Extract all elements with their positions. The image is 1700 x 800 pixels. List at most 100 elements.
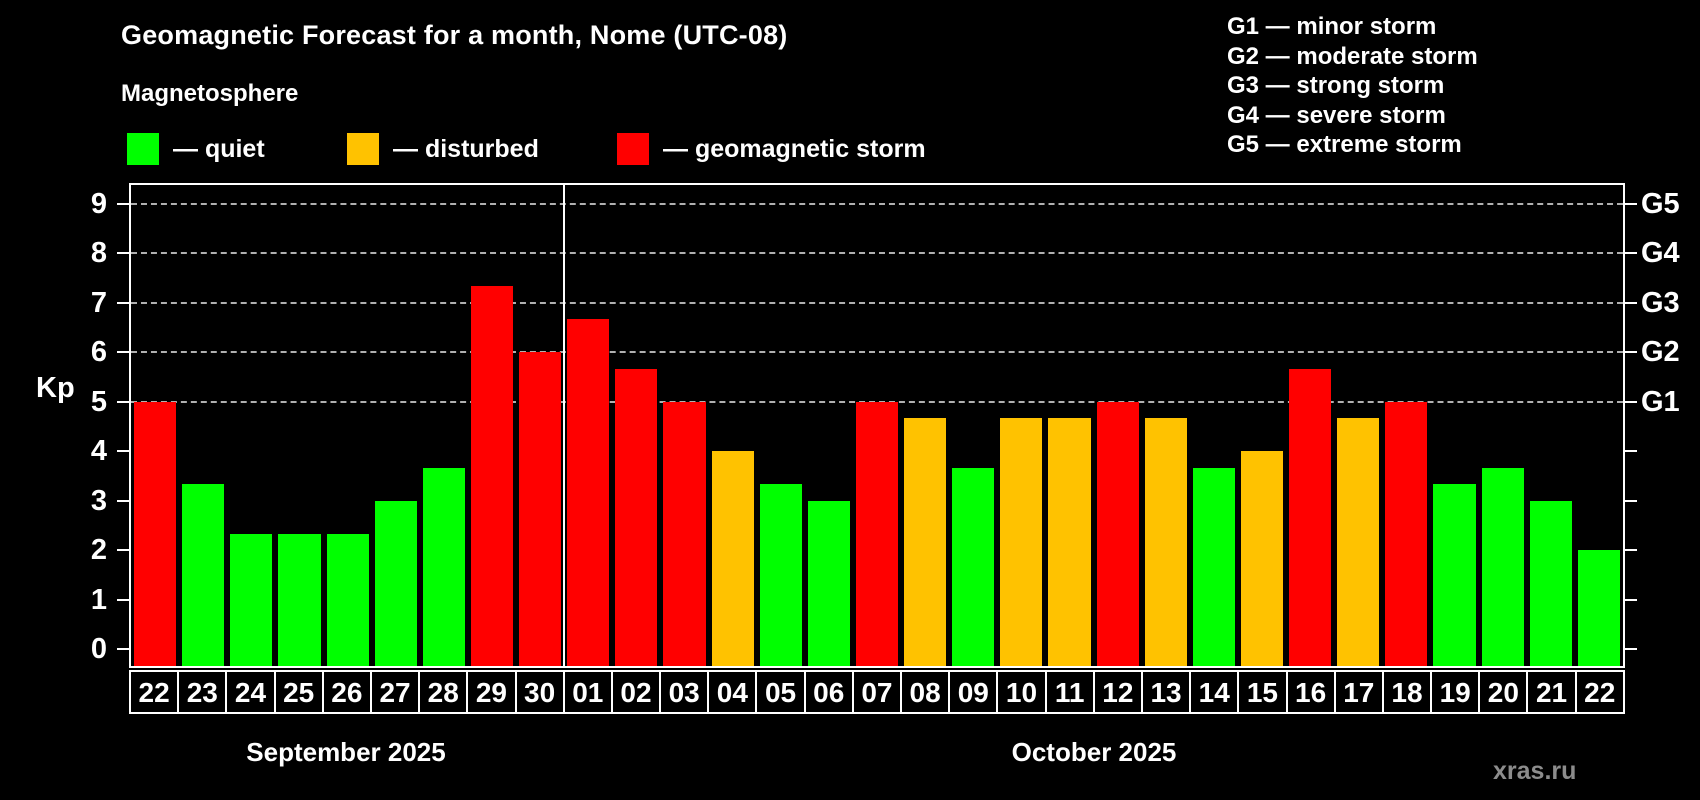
storm-color-swatch (617, 133, 649, 165)
y-axis-tick (1625, 499, 1637, 502)
quiet-color-swatch (127, 133, 159, 165)
kp-bar-10 (1000, 418, 1043, 666)
gridline-kp7 (131, 301, 1623, 304)
kp-bar-16 (1289, 368, 1332, 666)
y-axis-tick (117, 400, 129, 403)
kp-bar-27 (374, 500, 417, 666)
kp-bar-01 (567, 319, 610, 666)
legend-item-quiet: — quiet (127, 132, 265, 166)
plot-area: 0 1 2 3 4 5 6 7 8 9 G1 G2 G3 G4 G5 (91, 183, 1680, 668)
x-tick-label-day-09: 09 (948, 670, 999, 714)
g-scale-legend-line: G3 — strong storm (1227, 72, 1445, 99)
y-tick-label: 0 (90, 633, 107, 666)
kp-bar-17 (1337, 418, 1380, 666)
y-axis-tick (117, 301, 129, 304)
kp-bar-26 (326, 533, 369, 666)
gridline-kp9 (131, 202, 1623, 205)
x-tick-label-day-30: 30 (514, 670, 565, 714)
kp-bar-14 (1192, 467, 1235, 666)
x-tick-label-day-24: 24 (225, 670, 276, 714)
y-axis-tick (1625, 400, 1637, 403)
y-axis-tick (1625, 549, 1637, 552)
kp-bar-04 (711, 451, 754, 666)
x-tick-label-day-28: 28 (418, 670, 469, 714)
x-tick-label-day-17: 17 (1333, 670, 1384, 714)
kp-bar-25 (278, 533, 321, 666)
kp-bar-30 (519, 352, 562, 666)
y-axis-tick (117, 598, 129, 601)
month-label-september: September 2025 (246, 737, 446, 767)
y-axis-tick (1625, 598, 1637, 601)
y-axis-title: Kp (36, 372, 75, 404)
y-tick-label: 3 (90, 484, 107, 517)
x-tick-label-day-27: 27 (369, 670, 421, 714)
y-axis-tick (1625, 648, 1637, 651)
y-axis-tick (1625, 202, 1637, 205)
legend-label: — disturbed (393, 135, 539, 163)
kp-bar-07 (855, 401, 899, 666)
watermark: xras.ru (1493, 757, 1577, 785)
y-axis-tick (117, 252, 129, 255)
y-tick-label: 9 (90, 187, 107, 220)
y-axis-tick (117, 549, 129, 552)
g-scale-legend-line: G4 — severe storm (1227, 101, 1446, 129)
kp-bar-24 (230, 533, 273, 666)
kp-bar-13 (1144, 418, 1187, 666)
g-scale-legend-line: G1 — minor storm (1227, 13, 1437, 40)
kp-bar-21 (1529, 500, 1572, 666)
x-tick-label-day-01: 01 (562, 670, 613, 714)
kp-bar-06 (807, 500, 850, 666)
x-tick-label-day-26: 26 (321, 670, 372, 714)
kp-bar-18 (1385, 401, 1428, 666)
x-tick-label-day-10: 10 (996, 670, 1047, 714)
y-axis-tick (1625, 301, 1637, 304)
kp-bar-29 (470, 286, 514, 666)
kp-bar-08 (904, 418, 947, 666)
kp-bar-11 (1048, 418, 1091, 666)
kp-bar-03 (663, 401, 706, 666)
y-axis-tick (117, 450, 129, 453)
gridline-kp5 (131, 400, 1623, 403)
y-axis-tick (1625, 450, 1637, 453)
legend-label: — quiet (173, 135, 265, 163)
kp-bar-28 (422, 467, 465, 666)
x-tick-label-day-21: 21 (1526, 670, 1577, 714)
gridline-kp8 (131, 252, 1623, 255)
page-title: Geomagnetic Forecast for a month, Nome (… (121, 20, 788, 50)
g-scale-legend-line: G5 — extreme storm (1227, 131, 1462, 158)
x-tick-label-day-11: 11 (1044, 670, 1095, 714)
x-tick-label-day-15: 15 (1237, 670, 1288, 714)
y-axis-tick (117, 648, 129, 651)
x-tick-label-day-20: 20 (1478, 670, 1529, 714)
kp-bar-23 (182, 484, 225, 666)
kp-bar-12 (1096, 401, 1139, 666)
g-axis-label-g3: G3 (1641, 286, 1680, 319)
y-axis-tick (1625, 351, 1637, 354)
legend-label: — geomagnetic storm (663, 135, 926, 163)
kp-bar-05 (759, 484, 802, 666)
x-tick-label-day-22: 22 (129, 670, 180, 714)
g-scale-legend-line: G2 — moderate storm (1227, 42, 1478, 70)
x-tick-label-day-08: 08 (900, 670, 951, 714)
x-tick-label-day-22: 22 (1574, 670, 1625, 714)
y-tick-label: 2 (90, 534, 107, 567)
x-tick-label-day-13: 13 (1140, 670, 1192, 714)
disturbed-color-swatch (347, 133, 379, 165)
kp-bar-02 (615, 368, 658, 666)
y-axis-tick (1625, 252, 1637, 255)
chart-subtitle: Magnetosphere (121, 80, 299, 107)
x-tick-label-day-06: 06 (803, 670, 854, 714)
x-tick-label-day-18: 18 (1381, 670, 1433, 714)
kp-bar-22 (1577, 550, 1620, 666)
x-tick-label-day-03: 03 (659, 670, 710, 714)
y-axis-tick (117, 499, 129, 502)
x-tick-label-day-19: 19 (1430, 670, 1481, 714)
kp-bar-19 (1433, 484, 1476, 666)
y-tick-label: 1 (90, 583, 107, 616)
gridline-kp6 (131, 351, 1623, 354)
legend-item-storm: — geomagnetic storm (617, 132, 926, 166)
kp-bar-20 (1481, 467, 1524, 666)
legend-item-disturbed: — disturbed (347, 132, 539, 166)
month-separator (563, 185, 566, 666)
